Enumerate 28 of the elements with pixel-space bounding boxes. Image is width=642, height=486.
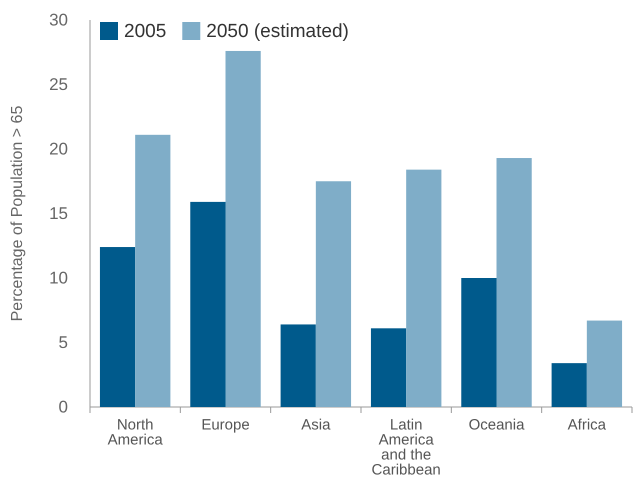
bar (552, 363, 587, 407)
bar (280, 324, 316, 407)
bar (316, 181, 352, 407)
y-tick-label: 10 (49, 268, 68, 288)
x-tick-label: North America (108, 416, 164, 449)
bar (190, 202, 226, 407)
y-axis-title: Percentage of Population > 65 (9, 106, 26, 322)
legend-label: 2005 (124, 21, 166, 42)
y-tick-label: 15 (49, 204, 68, 223)
bar (496, 158, 532, 407)
x-tick-label: Asia (301, 416, 332, 434)
x-tick-label: Africa (568, 416, 607, 434)
bar (406, 170, 442, 407)
y-tick-label: 25 (49, 74, 68, 94)
bar (370, 328, 406, 407)
x-tick-label: Latin America and the Caribbean (372, 416, 441, 479)
bar (226, 50, 261, 407)
y-tick-label: 0 (58, 397, 68, 416)
bar (586, 320, 622, 407)
x-tick-label: Europe (201, 416, 250, 434)
y-tick-label: 5 (58, 332, 68, 352)
y-tick-label: 30 (49, 10, 68, 30)
y-tick-label: 20 (49, 139, 68, 158)
bar (135, 134, 170, 407)
legend-label: 2050 (estimated) (206, 21, 349, 42)
bar (461, 278, 496, 407)
x-tick-label: Oceania (468, 416, 526, 434)
bar (100, 247, 136, 407)
